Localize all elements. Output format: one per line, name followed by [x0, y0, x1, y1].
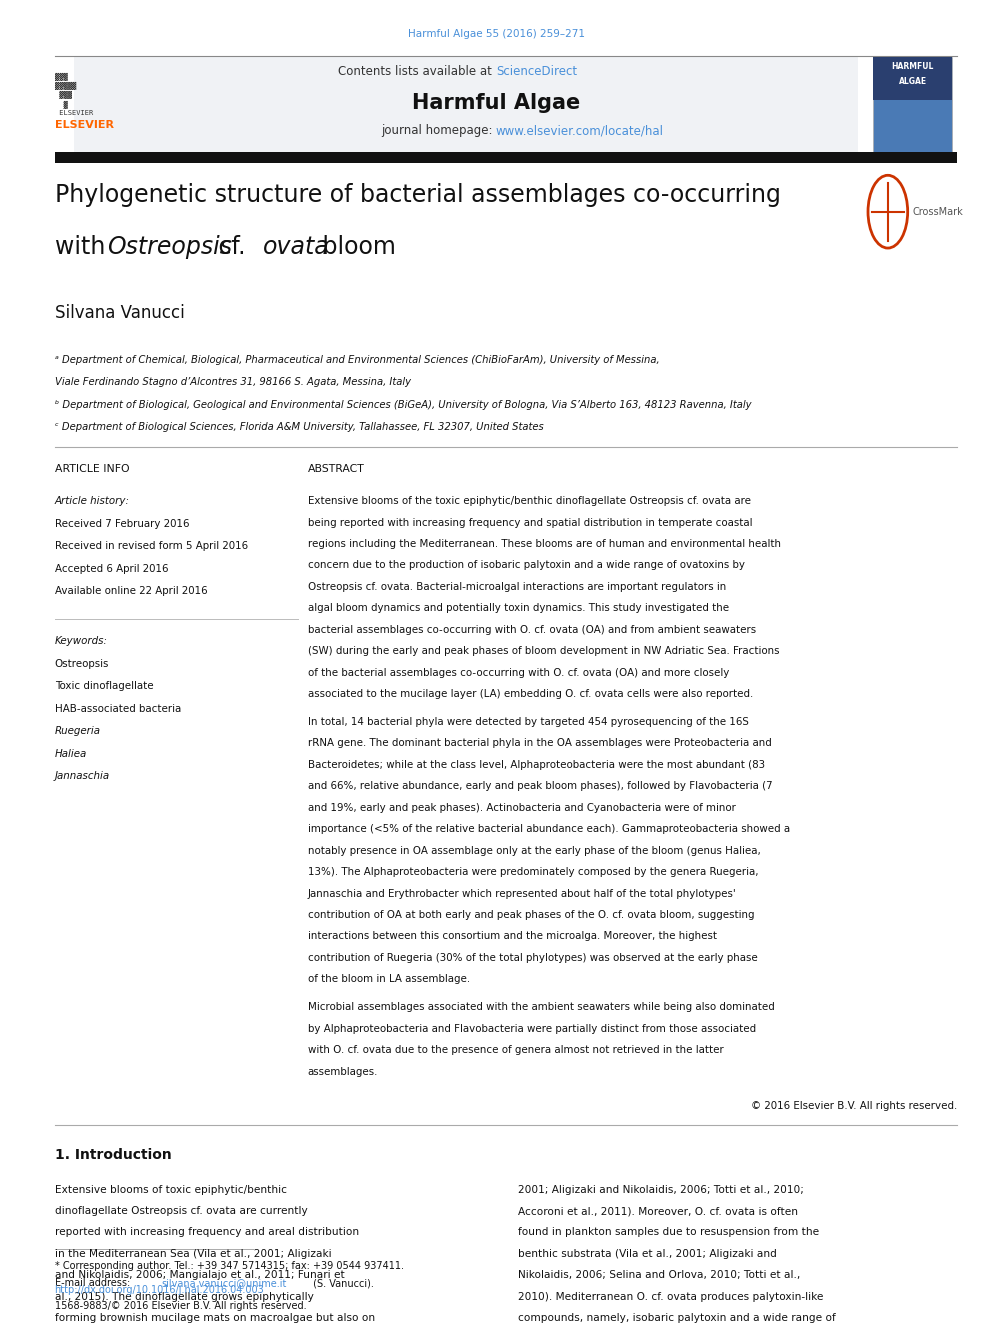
Text: benthic substrata (Vila et al., 2001; Aligizaki and: benthic substrata (Vila et al., 2001; Al…	[518, 1249, 777, 1259]
Text: ovata: ovata	[263, 235, 329, 259]
Text: importance (<5% of the relative bacterial abundance each). Gammaproteobacteria s: importance (<5% of the relative bacteria…	[308, 824, 790, 835]
Text: Nikolaidis, 2006; Selina and Orlova, 2010; Totti et al.,: Nikolaidis, 2006; Selina and Orlova, 201…	[518, 1270, 801, 1281]
Text: cf.: cf.	[210, 235, 253, 259]
Text: Jannaschia and Erythrobacter which represented about half of the total phylotype: Jannaschia and Erythrobacter which repre…	[308, 889, 736, 898]
Text: journal homepage:: journal homepage:	[381, 124, 496, 138]
Text: being reported with increasing frequency and spatial distribution in temperate c: being reported with increasing frequency…	[308, 517, 752, 528]
Text: Ostreopsis: Ostreopsis	[107, 235, 232, 259]
Text: HAB-associated bacteria: HAB-associated bacteria	[55, 704, 181, 714]
Text: in the Mediterranean Sea (Vila et al., 2001; Aligizaki: in the Mediterranean Sea (Vila et al., 2…	[55, 1249, 331, 1259]
Text: 13%). The Alphaproteobacteria were predominately composed by the genera Ruegeria: 13%). The Alphaproteobacteria were predo…	[308, 867, 758, 877]
Text: reported with increasing frequency and areal distribution: reported with increasing frequency and a…	[55, 1228, 359, 1237]
Text: with O. cf. ovata due to the presence of genera almost not retrieved in the latt: with O. cf. ovata due to the presence of…	[308, 1045, 723, 1056]
Text: www.elsevier.com/locate/hal: www.elsevier.com/locate/hal	[496, 124, 664, 138]
Text: Ostreopsis: Ostreopsis	[55, 659, 109, 669]
Text: dinoflagellate Ostreopsis cf. ovata are currently: dinoflagellate Ostreopsis cf. ovata are …	[55, 1207, 308, 1216]
Text: Received in revised form 5 April 2016: Received in revised form 5 April 2016	[55, 541, 248, 552]
Text: Haliea: Haliea	[55, 749, 87, 759]
Text: 1568-9883/© 2016 Elsevier B.V. All rights reserved.: 1568-9883/© 2016 Elsevier B.V. All right…	[55, 1301, 307, 1311]
Text: Phylogenetic structure of bacterial assemblages co-occurring: Phylogenetic structure of bacterial asse…	[55, 183, 781, 206]
Text: algal bloom dynamics and potentially toxin dynamics. This study investigated the: algal bloom dynamics and potentially tox…	[308, 603, 729, 614]
Text: and Nikolaidis, 2006; Mangialajo et al., 2011; Funari et: and Nikolaidis, 2006; Mangialajo et al.,…	[55, 1270, 344, 1281]
Text: In total, 14 bacterial phyla were detected by targeted 454 pyrosequencing of the: In total, 14 bacterial phyla were detect…	[308, 717, 748, 728]
Text: Received 7 February 2016: Received 7 February 2016	[55, 519, 189, 529]
Text: of the bloom in LA assemblage.: of the bloom in LA assemblage.	[308, 974, 469, 984]
Text: ARTICLE INFO: ARTICLE INFO	[55, 464, 129, 475]
Bar	[74, 57, 858, 152]
Text: interactions between this consortium and the microalga. Moreover, the highest: interactions between this consortium and…	[308, 931, 716, 942]
Text: 2001; Aligizaki and Nikolaidis, 2006; Totti et al., 2010;: 2001; Aligizaki and Nikolaidis, 2006; To…	[518, 1184, 805, 1195]
Text: and 66%, relative abundance, early and peak bloom phases), followed by Flavobact: and 66%, relative abundance, early and p…	[308, 782, 772, 791]
Text: ▓▓▓
▓▓▓▓▓
 ▓▓▓
  ▓
 ELSEVIER: ▓▓▓ ▓▓▓▓▓ ▓▓▓ ▓ ELSEVIER	[55, 73, 93, 115]
Text: ᶜ Department of Biological Sciences, Florida A&M University, Tallahassee, FL 323: ᶜ Department of Biological Sciences, Flo…	[55, 422, 544, 433]
Text: ScienceDirect: ScienceDirect	[496, 65, 577, 78]
Text: Bacteroidetes; while at the class level, Alphaproteobacteria were the most abund: Bacteroidetes; while at the class level,…	[308, 759, 765, 770]
Text: regions including the Mediterranean. These blooms are of human and environmental: regions including the Mediterranean. The…	[308, 538, 781, 549]
Text: forming brownish mucilage mats on macroalgae but also on: forming brownish mucilage mats on macroa…	[55, 1314, 375, 1323]
Text: concern due to the production of isobaric palytoxin and a wide range of ovatoxin: concern due to the production of isobari…	[308, 561, 745, 570]
Text: rRNA gene. The dominant bacterial phyla in the OA assemblages were Proteobacteri: rRNA gene. The dominant bacterial phyla …	[308, 738, 771, 749]
Text: 2010). Mediterranean O. cf. ovata produces palytoxin-like: 2010). Mediterranean O. cf. ovata produc…	[518, 1291, 823, 1302]
Text: associated to the mucilage layer (LA) embedding O. cf. ovata cells were also rep: associated to the mucilage layer (LA) em…	[308, 689, 753, 699]
Text: Extensive blooms of the toxic epiphytic/benthic dinoflagellate Ostreopsis cf. ov: Extensive blooms of the toxic epiphytic/…	[308, 496, 751, 507]
Text: © 2016 Elsevier B.V. All rights reserved.: © 2016 Elsevier B.V. All rights reserved…	[751, 1101, 957, 1111]
Text: Toxic dinoflagellate: Toxic dinoflagellate	[55, 681, 153, 692]
Text: compounds, namely, isobaric palytoxin and a wide range of: compounds, namely, isobaric palytoxin an…	[518, 1314, 836, 1323]
Text: al., 2015). The dinoflagellate grows epiphytically: al., 2015). The dinoflagellate grows epi…	[55, 1291, 313, 1302]
Text: bloom: bloom	[314, 235, 396, 259]
Text: contribution of OA at both early and peak phases of the O. cf. ovata bloom, sugg: contribution of OA at both early and pea…	[308, 910, 754, 919]
Text: Viale Ferdinando Stagno d’Alcontres 31, 98166 S. Agata, Messina, Italy: Viale Ferdinando Stagno d’Alcontres 31, …	[55, 377, 411, 388]
Text: 1. Introduction: 1. Introduction	[55, 1147, 172, 1162]
Text: Accoroni et al., 2011). Moreover, O. cf. ovata is often: Accoroni et al., 2011). Moreover, O. cf.…	[518, 1207, 799, 1216]
Text: silvana.vanucci@unime.it: silvana.vanucci@unime.it	[162, 1278, 287, 1289]
Text: with: with	[55, 235, 112, 259]
Text: Accepted 6 April 2016: Accepted 6 April 2016	[55, 564, 168, 574]
Text: assemblages.: assemblages.	[308, 1066, 378, 1077]
Text: notably presence in OA assemblage only at the early phase of the bloom (genus Ha: notably presence in OA assemblage only a…	[308, 845, 760, 856]
Text: (SW) during the early and peak phases of bloom development in NW Adriatic Sea. F: (SW) during the early and peak phases of…	[308, 646, 779, 656]
Text: ELSEVIER: ELSEVIER	[55, 120, 113, 131]
Text: HARMFUL: HARMFUL	[892, 62, 933, 71]
Text: http://dx.doi.org/10.1016/j.hal.2016.04.003: http://dx.doi.org/10.1016/j.hal.2016.04.…	[55, 1285, 264, 1295]
Bar	[873, 57, 952, 152]
Text: Extensive blooms of toxic epiphytic/benthic: Extensive blooms of toxic epiphytic/bent…	[55, 1184, 287, 1195]
Text: ᵇ Department of Biological, Geological and Environmental Sciences (BiGeA), Unive: ᵇ Department of Biological, Geological a…	[55, 400, 751, 410]
Text: Microbial assemblages associated with the ambient seawaters while being also dom: Microbial assemblages associated with th…	[308, 1003, 775, 1012]
Text: Harmful Algae: Harmful Algae	[412, 93, 580, 112]
Text: Article history:: Article history:	[55, 496, 130, 507]
Text: CrossMark: CrossMark	[913, 206, 963, 217]
Text: Contents lists available at: Contents lists available at	[338, 65, 496, 78]
Bar	[873, 57, 952, 99]
Text: ALGAE: ALGAE	[899, 77, 927, 86]
Bar	[55, 152, 957, 163]
Text: Ostreopsis cf. ovata. Bacterial-microalgal interactions are important regulators: Ostreopsis cf. ovata. Bacterial-microalg…	[308, 582, 726, 591]
Text: (S. Vanucci).: (S. Vanucci).	[310, 1278, 374, 1289]
Text: E-mail address:: E-mail address:	[55, 1278, 133, 1289]
Text: Jannaschia: Jannaschia	[55, 771, 110, 782]
Text: of the bacterial assemblages co-occurring with O. cf. ovata (OA) and more closel: of the bacterial assemblages co-occurrin…	[308, 668, 729, 677]
Text: and 19%, early and peak phases). Actinobacteria and Cyanobacteria were of minor: and 19%, early and peak phases). Actinob…	[308, 803, 735, 812]
Text: Ruegeria: Ruegeria	[55, 726, 100, 737]
Text: Available online 22 April 2016: Available online 22 April 2016	[55, 586, 207, 597]
Text: found in plankton samples due to resuspension from the: found in plankton samples due to resuspe…	[518, 1228, 819, 1237]
Text: by Alphaproteobacteria and Flavobacteria were partially distinct from those asso: by Alphaproteobacteria and Flavobacteria…	[308, 1024, 756, 1033]
Text: Harmful Algae 55 (2016) 259–271: Harmful Algae 55 (2016) 259–271	[408, 29, 584, 40]
Text: ABSTRACT: ABSTRACT	[308, 464, 364, 475]
Text: ᵃ Department of Chemical, Biological, Pharmaceutical and Environmental Sciences : ᵃ Department of Chemical, Biological, Ph…	[55, 355, 660, 365]
Text: Keywords:: Keywords:	[55, 636, 107, 647]
Text: contribution of Ruegeria (30% of the total phylotypes) was observed at the early: contribution of Ruegeria (30% of the tot…	[308, 953, 757, 963]
Text: bacterial assemblages co-occurring with O. cf. ovata (OA) and from ambient seawa: bacterial assemblages co-occurring with …	[308, 624, 756, 635]
Text: * Corresponding author. Tel.: +39 347 5714315; fax: +39 0544 937411.: * Corresponding author. Tel.: +39 347 57…	[55, 1261, 404, 1271]
Text: Silvana Vanucci: Silvana Vanucci	[55, 304, 189, 323]
